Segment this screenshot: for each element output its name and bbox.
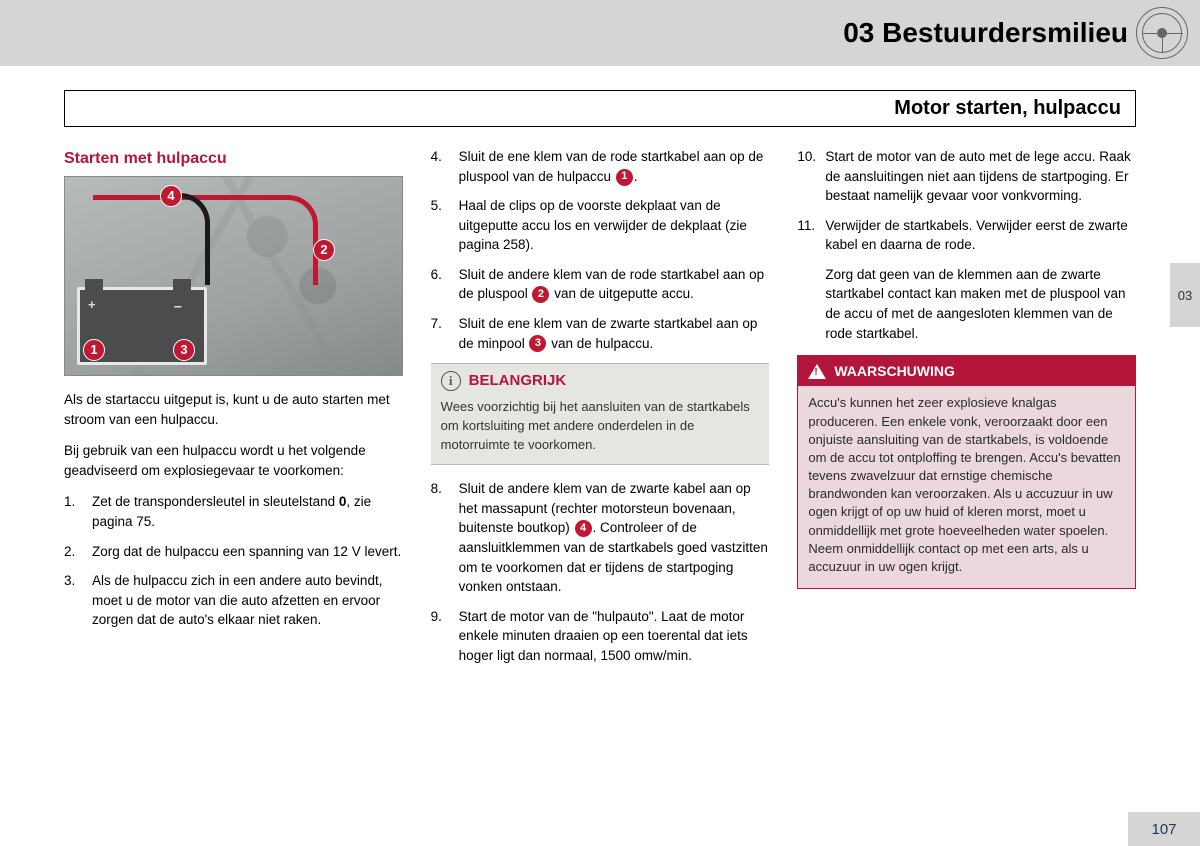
step-item: 2. Zorg dat de hulpaccu een spanning van… — [64, 542, 403, 562]
column-2: 4. Sluit de ene klem van de rode startka… — [431, 147, 770, 675]
intro-para-1: Als de startaccu uitgeput is, kunt u de … — [64, 390, 403, 429]
page-number: 107 — [1128, 812, 1200, 846]
jumpstart-diagram: + – 1 2 3 4 — [64, 176, 403, 376]
important-text: Wees voorzichtig bij het aansluiten van … — [431, 394, 770, 465]
intro-para-2: Bij gebruik van een hulpaccu wordt u het… — [64, 441, 403, 480]
steps-list-1: 1. Zet de transpondersleutel in sleutels… — [64, 492, 403, 629]
step-item: 9. Start de motor van de "hulpauto". Laa… — [431, 607, 770, 666]
steps-list-2a: 4. Sluit de ene klem van de rode startka… — [431, 147, 770, 353]
inline-callout-icon: 4 — [575, 520, 592, 537]
warning-text: Accu's kunnen het zeer explosieve knalga… — [798, 386, 1135, 588]
inline-callout-icon: 3 — [529, 335, 546, 352]
step-item: 11. Verwijder de startkabels. Verwijder … — [797, 216, 1136, 255]
step-item: 4. Sluit de ene klem van de rode startka… — [431, 147, 770, 186]
chapter-title: 03 Bestuurdersmilieu — [843, 17, 1128, 49]
manual-page: 03 Bestuurdersmilieu Motor starten, hulp… — [0, 0, 1200, 846]
important-box: i BELANGRIJK Wees voorzichtig bij het aa… — [431, 363, 770, 465]
warning-box: WAARSCHUWING Accu's kunnen het zeer expl… — [797, 355, 1136, 589]
steps-list-2b: 8. Sluit de andere klem van de zwarte ka… — [431, 479, 770, 665]
step-item: 7. Sluit de ene klem van de zwarte start… — [431, 314, 770, 353]
inline-callout-icon: 1 — [616, 169, 633, 186]
step-item: 5. Haal de clips op de voorste dekplaat … — [431, 196, 770, 255]
warning-icon — [808, 364, 826, 379]
chapter-header: 03 Bestuurdersmilieu — [0, 0, 1200, 66]
content-columns: Starten met hulpaccu + – 1 2 3 4 Als de … — [0, 127, 1200, 675]
subsection-heading: Starten met hulpaccu — [64, 147, 403, 170]
inline-callout-icon: 2 — [532, 286, 549, 303]
info-icon: i — [441, 371, 461, 391]
section-title: Motor starten, hulpaccu — [894, 97, 1121, 119]
followup-note: Zorg dat geen van de klemmen aan de zwar… — [797, 265, 1136, 343]
step-item: 6. Sluit de andere klem van de rode star… — [431, 265, 770, 304]
column-1: Starten met hulpaccu + – 1 2 3 4 Als de … — [64, 147, 403, 675]
step-item: 10. Start de motor van de auto met de le… — [797, 147, 1136, 206]
chapter-side-tab: 03 — [1170, 263, 1200, 327]
step-item: 1. Zet de transpondersleutel in sleutels… — [64, 492, 403, 531]
step-item: 8. Sluit de andere klem van de zwarte ka… — [431, 479, 770, 596]
steps-list-3: 10. Start de motor van de auto met de le… — [797, 147, 1136, 255]
warning-label: WAARSCHUWING — [834, 361, 955, 381]
step-item: 3. Als de hulpaccu zich in een andere au… — [64, 571, 403, 630]
column-3: 10. Start de motor van de auto met de le… — [797, 147, 1136, 675]
steering-wheel-icon — [1136, 7, 1188, 59]
important-label: BELANGRIJK — [469, 370, 567, 392]
section-title-bar: Motor starten, hulpaccu — [64, 90, 1136, 127]
